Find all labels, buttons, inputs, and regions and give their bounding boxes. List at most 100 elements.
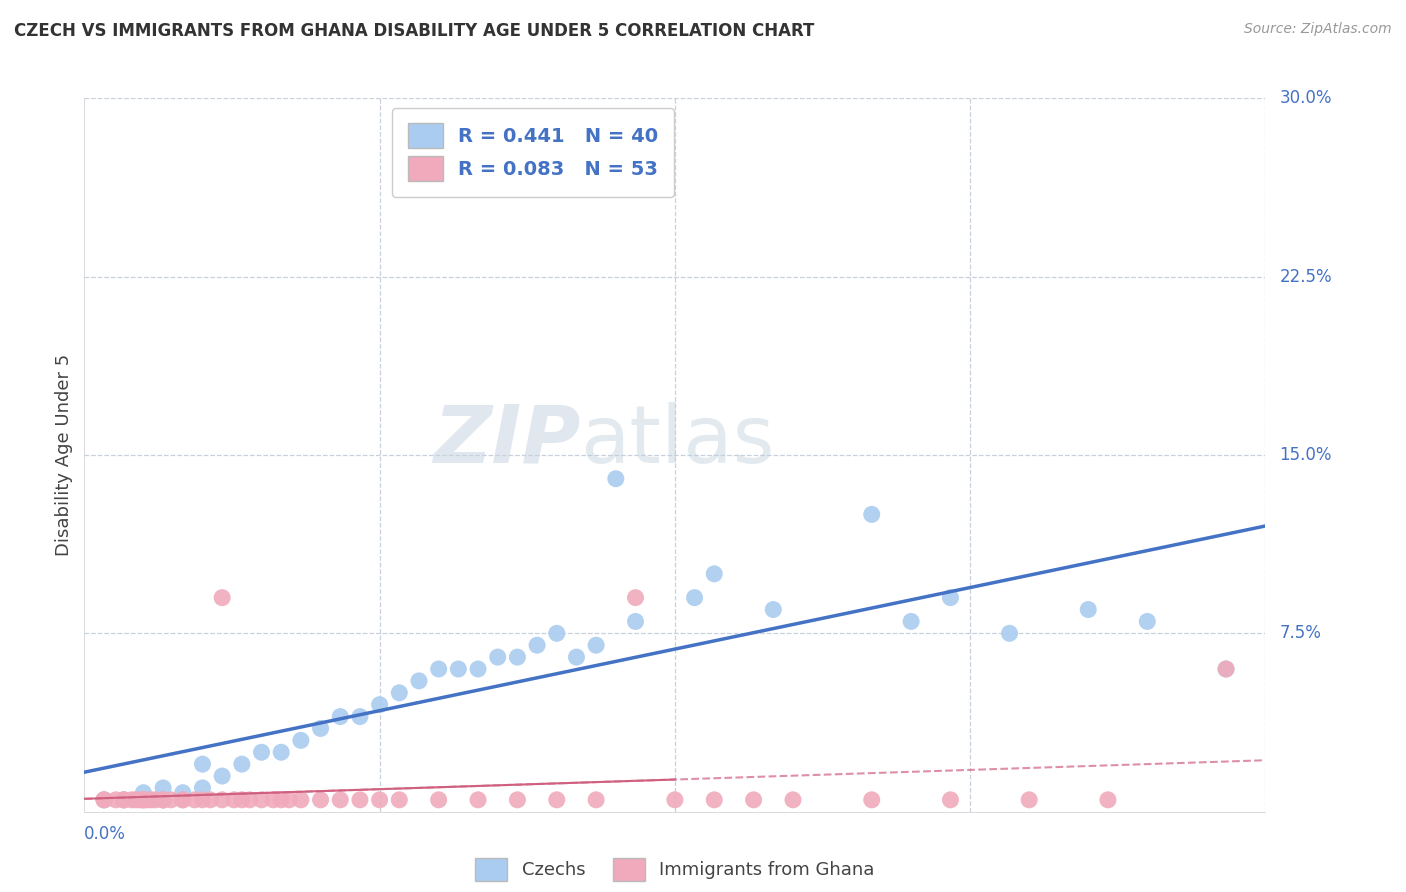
Point: [172, 793, 194, 807]
Text: CZECH VS IMMIGRANTS FROM GHANA DISABILITY AGE UNDER 5 CORRELATION CHART: CZECH VS IMMIGRANTS FROM GHANA DISABILIT…: [14, 22, 814, 40]
Point: [136, 793, 159, 807]
Point: [742, 793, 765, 807]
Point: [152, 780, 174, 795]
Point: [152, 793, 174, 807]
Point: [172, 786, 194, 800]
Point: [546, 626, 568, 640]
Point: [703, 566, 725, 581]
Point: [112, 793, 135, 807]
Point: [112, 793, 135, 807]
Point: [546, 793, 568, 807]
Point: [250, 745, 273, 759]
Point: [447, 662, 470, 676]
Point: [132, 793, 155, 807]
Text: 7.5%: 7.5%: [1279, 624, 1322, 642]
Point: [1097, 793, 1119, 807]
Point: [506, 650, 529, 665]
Point: [565, 650, 588, 665]
Point: [506, 793, 529, 807]
Text: Source: ZipAtlas.com: Source: ZipAtlas.com: [1244, 22, 1392, 37]
Point: [128, 793, 150, 807]
Point: [939, 793, 962, 807]
Point: [290, 733, 312, 747]
Point: [172, 793, 194, 807]
Point: [141, 793, 163, 807]
Text: 30.0%: 30.0%: [1279, 89, 1331, 107]
Point: [1136, 615, 1159, 629]
Point: [231, 757, 253, 772]
Point: [605, 472, 627, 486]
Point: [329, 709, 352, 723]
Text: 15.0%: 15.0%: [1279, 446, 1331, 464]
Point: [152, 793, 174, 807]
Point: [1215, 662, 1237, 676]
Point: [860, 508, 883, 522]
Point: [526, 638, 548, 652]
Point: [239, 793, 262, 807]
Point: [211, 769, 233, 783]
Point: [191, 757, 214, 772]
Point: [782, 793, 804, 807]
Point: [624, 591, 647, 605]
Point: [900, 615, 922, 629]
Point: [152, 793, 174, 807]
Point: [1018, 793, 1040, 807]
Point: [132, 786, 155, 800]
Point: [388, 686, 411, 700]
Point: [132, 793, 155, 807]
Point: [467, 793, 489, 807]
Text: ZIP: ZIP: [433, 401, 581, 480]
Point: [368, 793, 391, 807]
Point: [309, 793, 332, 807]
Point: [349, 793, 371, 807]
Point: [104, 793, 127, 807]
Point: [762, 602, 785, 616]
Point: [388, 793, 411, 807]
Point: [93, 793, 115, 807]
Point: [270, 793, 292, 807]
Point: [191, 793, 214, 807]
Point: [112, 793, 135, 807]
Point: [939, 591, 962, 605]
Y-axis label: Disability Age Under 5: Disability Age Under 5: [55, 354, 73, 556]
Point: [143, 793, 166, 807]
Point: [152, 793, 174, 807]
Point: [278, 793, 301, 807]
Point: [427, 793, 450, 807]
Point: [1077, 602, 1099, 616]
Point: [624, 615, 647, 629]
Point: [585, 793, 607, 807]
Point: [427, 662, 450, 676]
Text: 22.5%: 22.5%: [1279, 268, 1333, 285]
Point: [486, 650, 509, 665]
Point: [998, 626, 1021, 640]
Point: [93, 793, 115, 807]
Point: [368, 698, 391, 712]
Point: [290, 793, 312, 807]
Point: [1215, 662, 1237, 676]
Point: [211, 793, 233, 807]
Point: [309, 722, 332, 736]
Text: atlas: atlas: [581, 401, 775, 480]
Point: [703, 793, 725, 807]
Point: [200, 793, 222, 807]
Point: [683, 591, 706, 605]
Point: [329, 793, 352, 807]
Point: [191, 780, 214, 795]
Point: [124, 793, 146, 807]
Point: [349, 709, 371, 723]
Text: 0.0%: 0.0%: [84, 824, 127, 843]
Point: [211, 591, 233, 605]
Point: [664, 793, 686, 807]
Point: [222, 793, 245, 807]
Point: [160, 793, 183, 807]
Point: [231, 793, 253, 807]
Point: [860, 793, 883, 807]
Point: [121, 793, 143, 807]
Point: [408, 673, 430, 688]
Point: [250, 793, 273, 807]
Point: [270, 745, 292, 759]
Point: [93, 793, 115, 807]
Legend: Czechs, Immigrants from Ghana: Czechs, Immigrants from Ghana: [460, 843, 890, 892]
Point: [467, 662, 489, 676]
